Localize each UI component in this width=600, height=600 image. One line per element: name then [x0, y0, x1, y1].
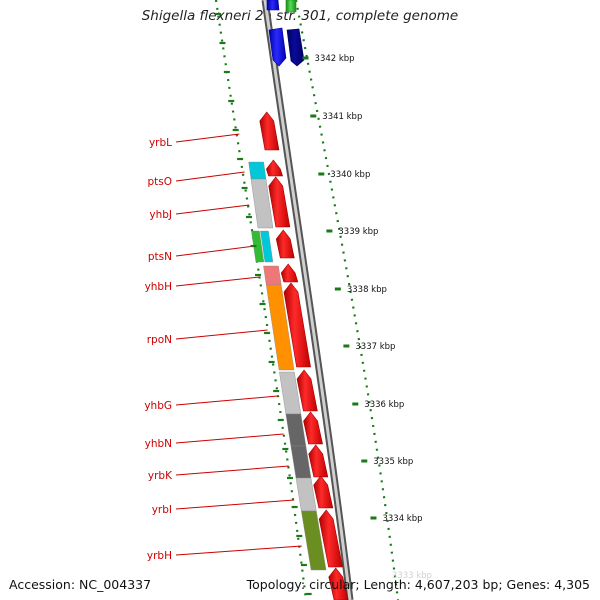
- gene-leader-line: [175, 395, 278, 406]
- cog-block-yrbI[interactable]: [295, 477, 317, 512]
- top-genes: [266, 0, 305, 67]
- cds-arrow[interactable]: [296, 369, 318, 412]
- cds-arrow[interactable]: [259, 111, 280, 151]
- cds-arrow-top-blue-1[interactable]: [266, 0, 280, 11]
- cds-arrow[interactable]: [283, 282, 311, 368]
- gene-leader-line: [175, 276, 260, 287]
- gene-leader-line: [175, 545, 302, 556]
- cog-block-yhbN[interactable]: [285, 413, 307, 447]
- cds-arrow-top-blue-2[interactable]: [268, 27, 287, 67]
- gene-leader-line: [175, 204, 250, 215]
- scale-label: 3338 kbp: [347, 285, 387, 295]
- gene-label-rpoN[interactable]: rpoN: [147, 334, 172, 346]
- cog-block-yhbJ[interactable]: [250, 178, 274, 229]
- scale-label-faded: 3333 kbp: [392, 571, 432, 581]
- gene-leader-line: [175, 245, 256, 257]
- scale-label: 3341 kbp: [322, 112, 362, 122]
- gene-leader-line: [175, 329, 268, 340]
- cds-arrow[interactable]: [328, 567, 349, 600]
- gene-leader-line: [175, 171, 245, 182]
- cds-arrow[interactable]: [313, 475, 334, 509]
- scale-label: 3337 kbp: [355, 342, 395, 352]
- cds-arrow-top-green[interactable]: [285, 0, 297, 13]
- cog-blocks: [248, 161, 327, 571]
- cds-arrow[interactable]: [318, 509, 343, 568]
- cog-block-yhbH[interactable]: [263, 265, 282, 286]
- gene-label-yrbI[interactable]: yrbI: [152, 504, 172, 516]
- cog-block-ptsN[interactable]: [251, 230, 265, 263]
- cds-arrow[interactable]: [280, 263, 299, 283]
- inner-track-ticks: [215, 12, 312, 596]
- gene-label-yrbK[interactable]: yrbK: [148, 470, 173, 482]
- scale-label: 3334 kbp: [382, 514, 422, 524]
- genome-backbone-highlight: [263, 0, 352, 600]
- cog-block-yrbK[interactable]: [290, 445, 312, 479]
- scale-label: 3340 kbp: [330, 170, 370, 180]
- gene-label-yhbJ[interactable]: yhbJ: [149, 209, 172, 221]
- gene-leader-line: [175, 499, 295, 510]
- cog-block-ptsO[interactable]: [248, 161, 267, 180]
- gene-label-yhbN[interactable]: yhbN: [145, 438, 172, 450]
- gene-labels: yrbL ptsO yhbJ ptsN yhbH rpoN yhbG yhbN yrbK yrbI…: [144, 133, 302, 562]
- cog-block-yrbH[interactable]: [301, 510, 327, 571]
- scale-label: 3336 kbp: [364, 400, 404, 410]
- cog-block-ptsN[interactable]: [260, 230, 274, 263]
- topology-summary: Topology: circular; Length: 4,607,203 bp…: [246, 577, 590, 592]
- gene-label-yrbH[interactable]: yrbH: [147, 550, 172, 562]
- cds-arrow[interactable]: [308, 444, 329, 478]
- cds-arrow[interactable]: [275, 229, 295, 259]
- cds-arrow[interactable]: [268, 176, 291, 228]
- cog-block-rpoN[interactable]: [266, 284, 295, 371]
- gene-label-ptsN[interactable]: ptsN: [148, 251, 172, 263]
- accession-text: Accession: NC_004337: [9, 577, 152, 592]
- gene-label-yhbG[interactable]: yhbG: [144, 400, 172, 412]
- scale-label: 3339 kbp: [338, 227, 378, 237]
- cds-arrow-top-navy[interactable]: [286, 28, 305, 67]
- gene-label-yrbL[interactable]: yrbL: [149, 137, 172, 149]
- gene-label-yhbH[interactable]: yhbH: [145, 281, 172, 293]
- scale-label: 3335 kbp: [373, 457, 413, 467]
- gene-leader-line: [175, 433, 284, 444]
- gene-label-ptsO[interactable]: ptsO: [147, 176, 172, 188]
- scale-ruler: 3342 kbp 3341 kbp 3340 kbp 3339 kbp 3338 kbp…: [302, 54, 432, 581]
- scale-label: 3342 kbp: [315, 54, 355, 64]
- cds-arrow[interactable]: [303, 411, 323, 445]
- cds-arrows: [259, 111, 349, 600]
- gene-leader-line: [175, 465, 289, 476]
- cds-arrow[interactable]: [266, 159, 283, 177]
- gc-track-dotted-inner: [214, 0, 308, 600]
- gene-leader-line: [175, 133, 240, 143]
